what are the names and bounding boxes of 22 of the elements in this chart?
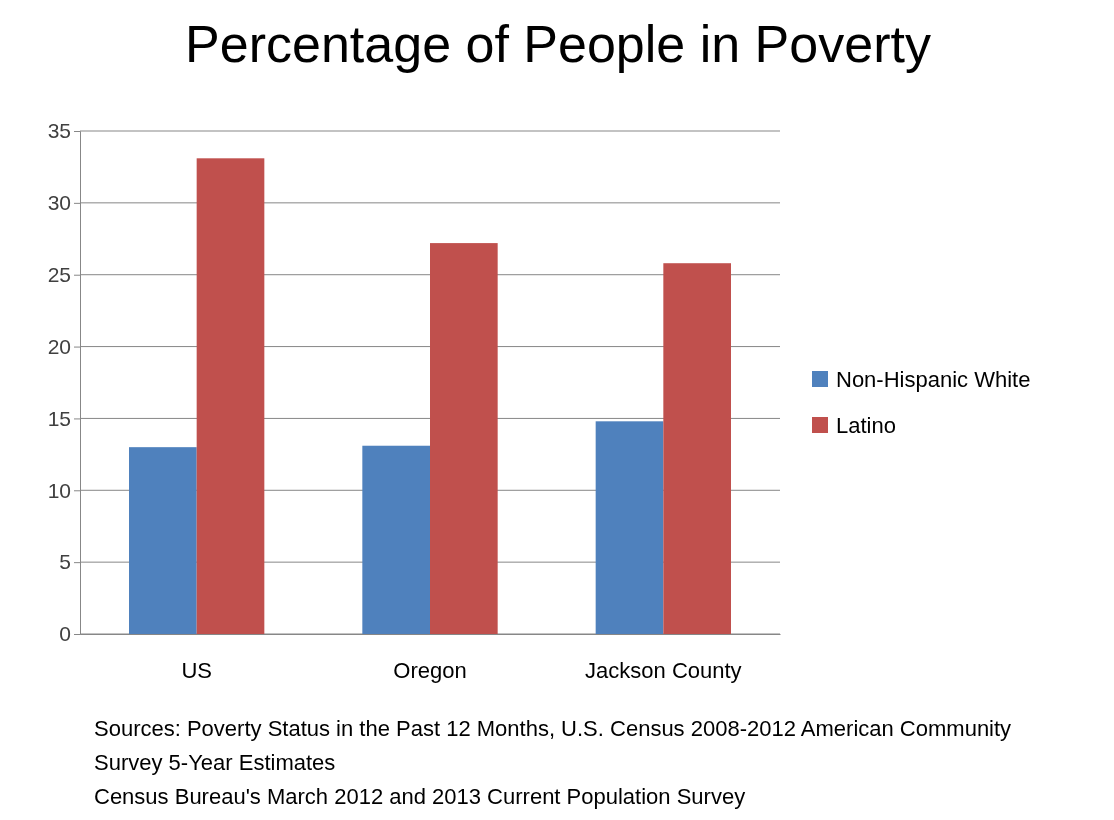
y-tick-label: 30 <box>47 191 71 215</box>
y-tick-label: 10 <box>47 478 71 502</box>
y-tick-label: 20 <box>47 334 71 358</box>
bar <box>362 445 430 634</box>
y-tick-label: 35 <box>47 119 71 143</box>
bar <box>430 243 498 634</box>
legend-label: Non-Hispanic White <box>836 367 1031 392</box>
legend-label: Latino <box>836 413 896 438</box>
y-tick-label: 15 <box>47 406 71 430</box>
y-tick-label: 25 <box>47 262 71 286</box>
x-tick-label: Oregon <box>393 657 467 683</box>
x-tick-label: US <box>181 657 212 683</box>
y-tick-label: 5 <box>59 550 71 574</box>
bar <box>129 447 197 634</box>
bar <box>663 263 731 634</box>
chart-title: Percentage of People in Poverty <box>185 15 931 73</box>
source-note: Sources: Poverty Status in the Past 12 Months, U.S. Census 2008-2012 American Community Survey 5-Year Estimates <box>94 716 1012 775</box>
bar <box>595 421 664 634</box>
text: Census Bureau's March 2012 and 2013 Current Population Survey <box>94 784 746 809</box>
x-tick-label: Jackson County <box>585 657 742 683</box>
bar <box>196 158 265 634</box>
y-tick-label: 0 <box>59 622 71 646</box>
